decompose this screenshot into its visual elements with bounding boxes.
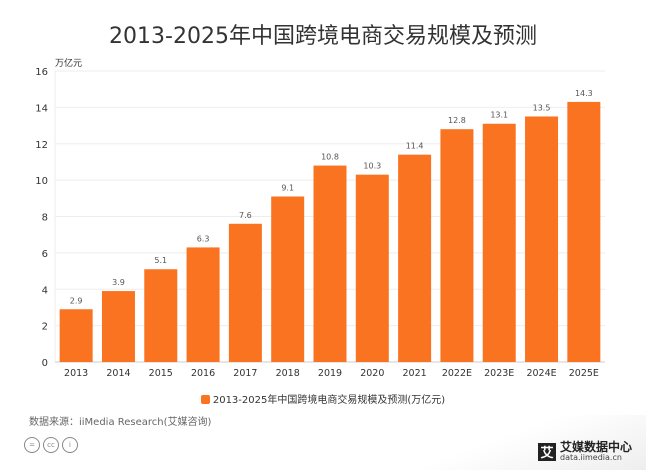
- bar: [567, 101, 601, 362]
- bar: [144, 269, 178, 362]
- x-tick-label: 2024E: [526, 368, 556, 379]
- bar: [398, 154, 432, 362]
- data-label: 7.6: [239, 211, 252, 220]
- data-label: 10.3: [363, 162, 381, 171]
- x-tick-label: 2013: [64, 368, 88, 379]
- legend: 2013-2025年中国跨境电商交易规模及预测(万亿元): [0, 391, 646, 406]
- chart-title: 2013-2025年中国跨境电商交易规模及预测: [109, 24, 537, 49]
- data-label: 6.3: [197, 234, 210, 243]
- data-label: 2.9: [70, 296, 83, 305]
- bar: [101, 291, 135, 362]
- source-note: 数据来源：iiMedia Research(艾媒咨询): [29, 417, 212, 428]
- x-tick-label: 2017: [233, 368, 257, 379]
- cc-icon: cc: [43, 437, 59, 453]
- y-tick-label: 10: [35, 176, 48, 187]
- data-label: 5.1: [154, 256, 167, 265]
- by-icon: i: [62, 437, 78, 453]
- nd-icon: =: [24, 437, 40, 453]
- data-label: 14.3: [575, 89, 593, 98]
- x-tick-label: 2020: [360, 368, 384, 379]
- data-label: 9.1: [281, 183, 294, 192]
- logo-url: data.iimedia.cn: [559, 453, 622, 462]
- bar: [313, 165, 347, 362]
- logo: 艾 艾媒数据中心 data.iimedia.cn: [537, 440, 632, 462]
- data-label: 3.9: [112, 278, 125, 287]
- bar: [271, 196, 305, 362]
- x-tick-label: 2022E: [442, 368, 472, 379]
- y-tick-label: 12: [35, 140, 48, 151]
- logo-name: 艾媒数据中心: [559, 440, 632, 454]
- bar: [525, 116, 559, 362]
- legend-label: 2013-2025年中国跨境电商交易规模及预测(万亿元): [212, 395, 446, 406]
- y-tick-label: 4: [42, 285, 48, 296]
- bar: [482, 123, 516, 363]
- y-tick-label: 0: [42, 358, 48, 369]
- x-tick-label: 2019: [318, 368, 342, 379]
- bar: [440, 129, 474, 362]
- data-label: 10.8: [321, 153, 339, 162]
- x-tick-label: 2018: [276, 368, 300, 379]
- y-tick-label: 14: [35, 103, 48, 114]
- y-tick-label: 8: [42, 213, 48, 224]
- y-axis-unit: 万亿元: [55, 57, 82, 69]
- bar: [228, 223, 262, 362]
- x-tick-label: 2021: [403, 368, 427, 379]
- x-tick-label: 2025E: [569, 368, 599, 379]
- bar: [186, 247, 220, 362]
- data-label: 13.5: [533, 103, 551, 112]
- x-tick-label: 2016: [191, 368, 215, 379]
- license-icons: = cc i: [24, 437, 78, 453]
- data-label: 13.1: [490, 111, 508, 120]
- data-label: 12.8: [448, 116, 466, 125]
- x-tick-label: 2015: [149, 368, 173, 379]
- y-tick-label: 2: [42, 322, 48, 333]
- data-label: 11.4: [406, 142, 424, 151]
- bar-chart: 0 2 4 6 8 10 12 14 16 万亿元 2.9 2013 3.9 2014 5.1 2015 6.3…: [35, 57, 605, 379]
- y-tick-label: 6: [42, 249, 48, 260]
- bar: [355, 174, 389, 362]
- legend-swatch: [200, 395, 210, 404]
- y-tick-label: 16: [35, 67, 48, 78]
- x-tick-label: 2014: [106, 368, 130, 379]
- logo-mark: 艾: [537, 442, 556, 461]
- x-tick-label: 2023E: [484, 368, 514, 379]
- bar: [59, 309, 93, 362]
